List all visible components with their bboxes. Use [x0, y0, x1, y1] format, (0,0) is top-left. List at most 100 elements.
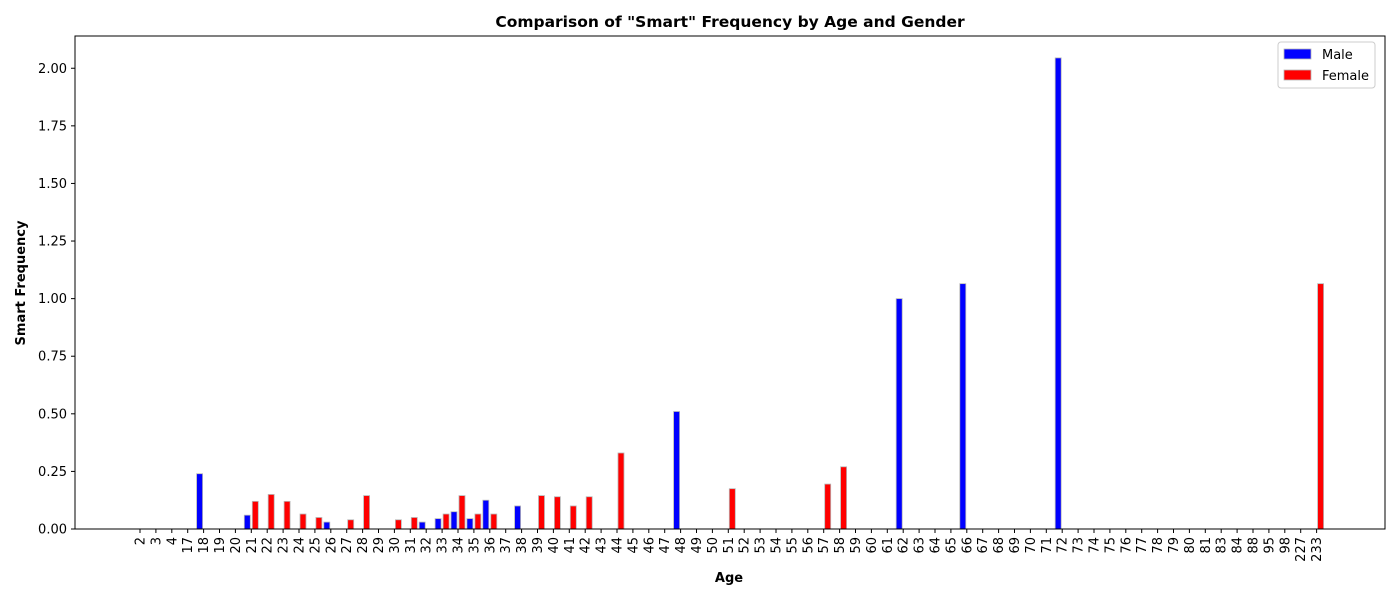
x-tick-label: 78 — [1151, 537, 1166, 554]
x-tick-label: 63 — [913, 537, 928, 554]
x-tick-label: 64 — [929, 537, 944, 554]
x-tick-label: 57 — [817, 537, 832, 554]
x-tick-label: 98 — [1278, 537, 1293, 554]
y-tick-label: 0.50 — [38, 407, 67, 422]
x-tick-label: 83 — [1215, 537, 1230, 554]
legend: Male Female — [1277, 41, 1376, 89]
x-tick-label: 25 — [308, 537, 323, 554]
bar-female-23 — [283, 500, 291, 530]
x-tick-label: 22 — [261, 537, 276, 554]
y-tick-label: 1.50 — [38, 177, 67, 192]
y-tick-label: 0.75 — [38, 350, 67, 365]
bar-female-22 — [267, 494, 275, 530]
x-tick-label: 42 — [579, 537, 594, 554]
x-tick-label: 21 — [245, 537, 260, 554]
bar-female-30 — [394, 519, 402, 530]
x-tick-label: 20 — [229, 537, 244, 554]
x-tick-label: 59 — [849, 537, 864, 554]
axis-ticks: 0.000.250.500.751.001.251.501.752.002 3 4 1… — [38, 62, 1325, 562]
x-tick-label: 55 — [785, 537, 800, 554]
x-tick-label: 52 — [738, 537, 753, 554]
bar-male-38 — [514, 505, 521, 530]
bar-female-51 — [728, 488, 736, 530]
legend-swatch-male — [1283, 48, 1312, 60]
x-tick-label: 46 — [642, 537, 657, 554]
x-tick-label: 43 — [595, 537, 610, 554]
legend-swatch-female — [1283, 69, 1312, 81]
x-tick-label: 24 — [293, 537, 308, 554]
bar-female-21 — [251, 500, 259, 530]
x-axis-title: Age — [715, 571, 743, 586]
x-tick-label: 33 — [436, 537, 451, 554]
bar-female-39 — [538, 495, 545, 530]
bars — [196, 57, 1324, 530]
x-tick-label: 73 — [1072, 537, 1087, 554]
x-tick-label: 74 — [1088, 537, 1103, 554]
x-tick-label: 27 — [340, 537, 355, 554]
bar-female-24 — [299, 513, 307, 530]
bar-female-41 — [569, 505, 577, 530]
bar-male-26 — [323, 521, 331, 530]
bar-male-35 — [466, 518, 474, 530]
bar-male-33 — [434, 518, 442, 530]
x-tick-label: 68 — [992, 537, 1007, 554]
x-tick-label: 49 — [690, 537, 705, 554]
x-tick-label: 69 — [1008, 537, 1023, 554]
x-tick-label: 32 — [420, 537, 435, 554]
bar-female-36 — [490, 513, 498, 530]
legend-label-male: Male — [1322, 48, 1353, 63]
x-tick-label: 17 — [181, 537, 196, 554]
bar-male-34 — [450, 511, 458, 530]
bar-male-72 — [1054, 57, 1062, 530]
x-tick-label: 58 — [833, 537, 848, 554]
bar-male-36 — [482, 499, 490, 530]
x-tick-label: 70 — [1024, 537, 1039, 554]
x-tick-label: 37 — [499, 537, 514, 554]
bar-female-27 — [347, 519, 355, 530]
x-tick-label: 36 — [483, 537, 498, 554]
x-tick-label: 40 — [547, 537, 562, 554]
bar-male-48 — [673, 411, 680, 530]
x-tick-label: 39 — [531, 537, 546, 554]
y-tick-label: 1.00 — [38, 292, 67, 307]
bar-female-28 — [363, 495, 371, 530]
x-tick-label: 66 — [960, 537, 975, 554]
x-tick-label: 62 — [897, 537, 912, 554]
y-tick-label: 2.00 — [38, 62, 67, 77]
plot-frame — [74, 35, 1386, 530]
x-tick-label: 26 — [324, 537, 339, 554]
x-tick-label: 45 — [626, 537, 641, 554]
x-tick-label: 56 — [801, 537, 816, 554]
x-tick-label: 18 — [197, 537, 212, 554]
chart-title: Comparison of "Smart" Frequency by Age a… — [495, 13, 965, 31]
x-tick-label: 30 — [388, 537, 403, 554]
x-tick-label: 77 — [1135, 537, 1150, 554]
x-tick-label: 95 — [1262, 537, 1277, 554]
bar-female-31 — [410, 517, 418, 530]
x-tick-label: 81 — [1199, 537, 1214, 554]
bar-male-32 — [418, 521, 426, 530]
bar-female-44 — [617, 452, 625, 530]
x-tick-label: 19 — [213, 537, 228, 554]
y-tick-label: 1.75 — [38, 119, 67, 134]
bar-female-40 — [554, 496, 561, 530]
x-tick-label: 75 — [1103, 537, 1118, 554]
x-tick-label: 38 — [515, 537, 530, 554]
x-tick-label: 35 — [467, 537, 482, 554]
x-tick-label: 79 — [1167, 537, 1182, 554]
x-tick-label: 65 — [944, 537, 959, 554]
x-tick-label: 23 — [277, 537, 292, 554]
y-tick-label: 0.00 — [38, 523, 67, 538]
x-tick-label: 80 — [1183, 537, 1198, 554]
x-tick-label: 47 — [658, 537, 673, 554]
bar-female-233 — [1317, 283, 1324, 530]
x-tick-label: 54 — [770, 537, 785, 554]
x-tick-label: 227 — [1294, 537, 1309, 562]
x-tick-label: 53 — [754, 537, 769, 554]
bar-female-25 — [315, 517, 323, 530]
y-axis-title: Smart Frequency — [14, 220, 29, 345]
x-tick-label: 34 — [452, 537, 467, 554]
x-tick-label: 48 — [674, 537, 689, 554]
x-tick-label: 76 — [1119, 537, 1134, 554]
